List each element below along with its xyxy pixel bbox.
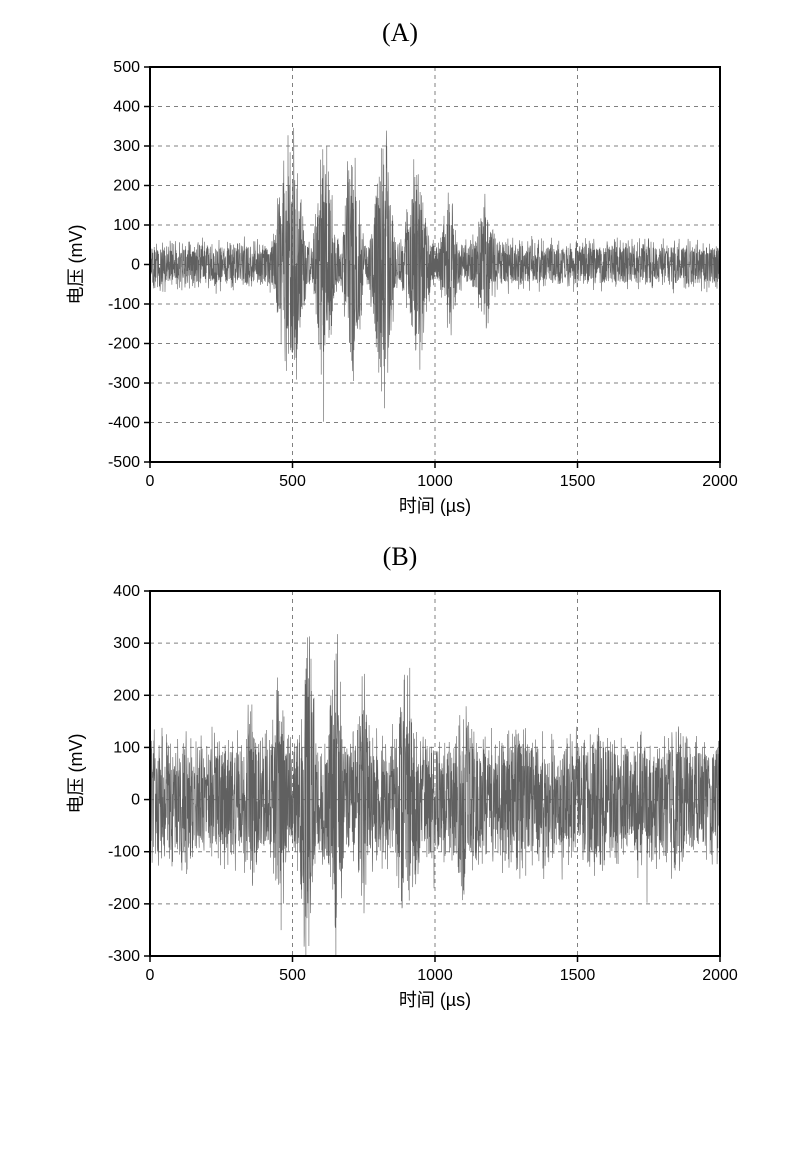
chart-a-svg: 0 500 1000 1500 2000 -500 -400 -300 -200 -100 0 100… <box>60 52 740 522</box>
svg-text:200: 200 <box>113 178 140 195</box>
svg-text:200: 200 <box>113 687 140 704</box>
svg-text:-100: -100 <box>108 296 140 313</box>
svg-text:100: 100 <box>113 739 140 756</box>
svg-text:0: 0 <box>131 792 140 809</box>
x-axis-label: 时间 (µs) <box>399 990 471 1010</box>
svg-text:500: 500 <box>279 967 306 984</box>
svg-text:100: 100 <box>113 217 140 234</box>
chart-b-svg: 0 500 1000 1500 2000 -300 -200 -100 0 100 200 300 40… <box>60 576 740 1016</box>
svg-text:2000: 2000 <box>702 473 738 490</box>
svg-text:0: 0 <box>146 967 155 984</box>
y-axis-label: 电压 (mV) <box>66 225 86 305</box>
panel-a-label: (A) <box>10 18 790 48</box>
svg-text:500: 500 <box>279 473 306 490</box>
svg-text:0: 0 <box>131 257 140 274</box>
x-axis-label: 时间 (µs) <box>399 496 471 516</box>
svg-text:500: 500 <box>113 59 140 76</box>
svg-text:-500: -500 <box>108 454 140 471</box>
svg-text:-200: -200 <box>108 896 140 913</box>
svg-text:0: 0 <box>146 473 155 490</box>
y-axis-label: 电压 (mV) <box>66 734 86 814</box>
chart-a-container: 0 500 1000 1500 2000 -500 -400 -300 -200 -100 0 100… <box>60 52 740 522</box>
svg-text:-400: -400 <box>108 415 140 432</box>
svg-text:-300: -300 <box>108 375 140 392</box>
svg-text:-100: -100 <box>108 844 140 861</box>
svg-text:300: 300 <box>113 138 140 155</box>
svg-text:400: 400 <box>113 583 140 600</box>
svg-text:1500: 1500 <box>560 473 596 490</box>
svg-text:1000: 1000 <box>417 473 453 490</box>
svg-text:1000: 1000 <box>417 967 453 984</box>
svg-text:1500: 1500 <box>560 967 596 984</box>
svg-text:400: 400 <box>113 99 140 116</box>
svg-text:-200: -200 <box>108 336 140 353</box>
chart-b-container: 0 500 1000 1500 2000 -300 -200 -100 0 100 200 300 40… <box>60 576 740 1016</box>
panel-b-label: (B) <box>10 542 790 572</box>
svg-text:-300: -300 <box>108 948 140 965</box>
svg-text:2000: 2000 <box>702 967 738 984</box>
svg-text:300: 300 <box>113 635 140 652</box>
